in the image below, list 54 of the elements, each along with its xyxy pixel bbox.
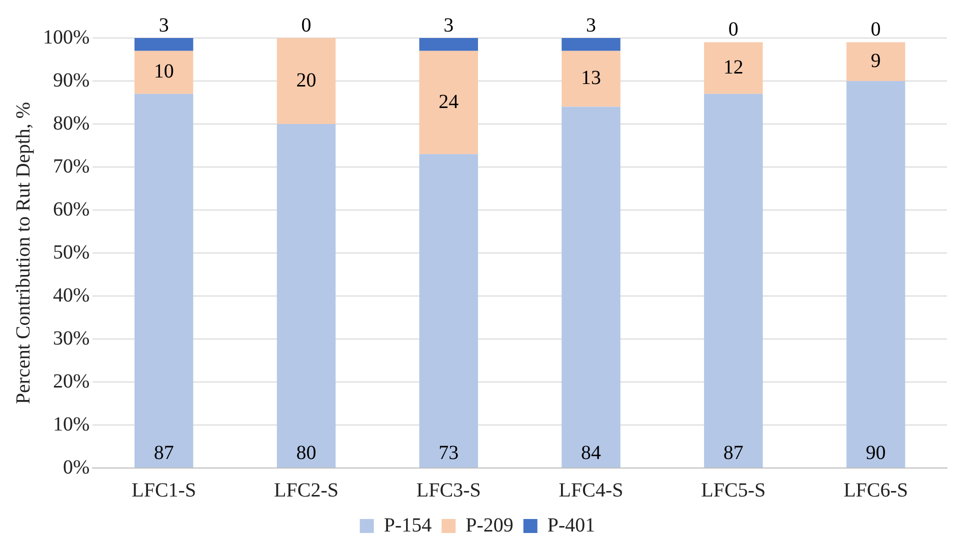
legend-label: P-154 <box>384 514 432 536</box>
data-label: 3 <box>586 14 596 36</box>
bar <box>276 124 336 468</box>
bar <box>846 81 906 468</box>
data-label: 87 <box>154 442 174 464</box>
data-label: 13 <box>581 67 602 90</box>
bar <box>419 154 478 468</box>
x-tick-label: LFC3-S <box>416 479 481 502</box>
bar <box>704 94 763 468</box>
x-tick-label: LFC1-S <box>132 479 196 502</box>
bar <box>134 94 194 468</box>
bar <box>846 42 906 81</box>
data-label: 0 <box>728 18 738 41</box>
y-tick-label: 60% <box>52 198 90 220</box>
data-label: 0 <box>301 14 312 36</box>
x-tick-label: LFC2-S <box>274 479 338 502</box>
bar <box>419 38 478 51</box>
bar <box>276 38 336 124</box>
legend-label: P-209 <box>466 514 514 536</box>
data-label: 90 <box>866 442 886 464</box>
y-tick-label: 80% <box>52 112 90 134</box>
y-tick-label: 10% <box>52 413 90 436</box>
data-label: 20 <box>296 69 316 92</box>
data-label: 80 <box>296 442 316 464</box>
y-tick-label: 40% <box>52 284 90 306</box>
y-tick-label: 0% <box>62 456 90 478</box>
y-tick-label: 70% <box>52 155 90 178</box>
data-label: 10 <box>154 60 174 83</box>
y-axis-title: Percent Contribution to Rut Depth, % <box>12 102 34 404</box>
bar <box>134 38 194 51</box>
x-tick-label: LFC6-S <box>844 479 908 502</box>
legend-label: P-401 <box>547 514 596 536</box>
x-tick-label: LFC4-S <box>558 479 624 502</box>
bar <box>562 106 620 468</box>
data-label: 24 <box>438 90 459 113</box>
bar <box>134 50 194 94</box>
y-tick-label: 30% <box>52 327 90 350</box>
y-tick-label: 50% <box>52 241 90 264</box>
data-label: 73 <box>438 442 459 464</box>
bar <box>562 38 620 51</box>
data-label: 3 <box>444 14 454 36</box>
y-tick-label: 20% <box>52 370 90 392</box>
data-label: 87 <box>723 442 744 464</box>
y-tick-label: 100% <box>42 26 90 48</box>
bar <box>704 42 763 94</box>
y-tick-label: 90% <box>52 69 90 92</box>
x-tick-label: LFC5-S <box>701 479 766 502</box>
data-label: 9 <box>870 50 881 72</box>
bar <box>562 50 620 107</box>
data-label: 3 <box>158 14 169 36</box>
data-label: 12 <box>723 56 744 78</box>
bar <box>419 50 478 154</box>
data-label: 84 <box>581 442 602 464</box>
data-label: 0 <box>870 18 881 41</box>
